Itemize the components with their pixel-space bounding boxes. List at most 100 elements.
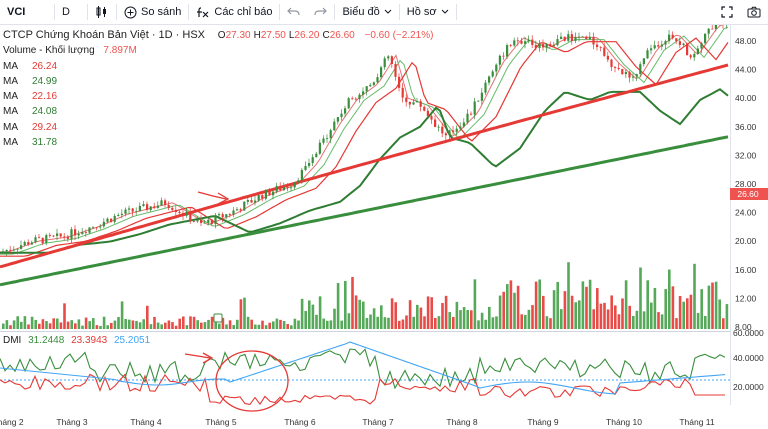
candle-body xyxy=(300,169,303,181)
symbol-button[interactable]: VCI xyxy=(0,0,54,24)
volume-bar xyxy=(376,316,379,329)
volume-bar xyxy=(599,303,603,329)
candle-body xyxy=(120,213,123,215)
candle-body xyxy=(700,43,703,49)
candle-body xyxy=(200,219,203,223)
volume-bar xyxy=(437,316,441,329)
candle-body xyxy=(423,106,426,111)
annotation-circle-dmi xyxy=(215,350,289,412)
volume-bar xyxy=(185,325,189,329)
candle-body xyxy=(437,126,440,128)
candle-body xyxy=(304,165,307,170)
ma-label: MA xyxy=(3,106,18,118)
volume-bar xyxy=(707,285,711,329)
candle-body xyxy=(261,195,264,199)
candle-body xyxy=(236,209,239,211)
volume-bar xyxy=(246,316,250,329)
candle-body xyxy=(20,245,23,249)
volume-value: 7.897M xyxy=(103,45,137,57)
volume-bar xyxy=(178,318,181,329)
volume-bar xyxy=(232,325,235,329)
candle-body xyxy=(545,43,548,48)
interval-label: D xyxy=(62,6,70,18)
volume-bar xyxy=(326,320,329,329)
candle-body xyxy=(329,130,332,139)
candle-body xyxy=(668,34,671,42)
volume-legend: Volume - Khối lượng 7.897M xyxy=(3,43,433,58)
ma-legend-row: MA 26.24 xyxy=(3,59,433,74)
dmi-label: DMI xyxy=(3,335,22,346)
volume-bar xyxy=(671,286,675,329)
volume-bar xyxy=(660,314,664,329)
fullscreen-icon xyxy=(721,6,733,18)
volume-bar xyxy=(340,320,343,329)
candle-body xyxy=(308,163,311,166)
volume-bar xyxy=(336,282,340,329)
candle-body xyxy=(275,186,278,192)
screenshot-button[interactable] xyxy=(740,0,768,24)
redo-button[interactable] xyxy=(307,0,334,24)
volume-bar xyxy=(624,280,628,329)
volume-bar xyxy=(189,316,192,329)
ohlc-key: L xyxy=(288,30,295,41)
candle-body xyxy=(405,97,408,102)
volume-bar xyxy=(95,325,99,329)
ma-label: MA xyxy=(3,121,18,133)
volume-bar xyxy=(570,295,574,329)
volume-bar xyxy=(531,305,534,329)
candle-body xyxy=(394,63,397,77)
candle-body xyxy=(34,237,37,243)
candle-body xyxy=(484,82,487,93)
volume-bar xyxy=(567,262,570,329)
volume-bar xyxy=(725,304,729,329)
month-label: Tháng 4 xyxy=(130,417,161,427)
undo-button[interactable] xyxy=(280,0,307,24)
chart-style-button[interactable] xyxy=(88,0,116,24)
indicators-button[interactable]: Các chỉ báo xyxy=(189,0,279,24)
volume-bar xyxy=(164,322,167,329)
volume-bar xyxy=(77,319,81,329)
volume-bar xyxy=(153,316,156,329)
candle-body xyxy=(617,67,620,70)
profile-button[interactable]: Hồ sơ xyxy=(400,0,456,24)
interval-button[interactable]: D xyxy=(55,0,87,24)
candle-body xyxy=(480,92,483,101)
volume-bar xyxy=(239,299,243,329)
fullscreen-button[interactable] xyxy=(714,0,740,24)
volume-bar xyxy=(52,318,55,329)
ma-line-mid xyxy=(0,37,729,257)
candle-body xyxy=(81,232,84,235)
volume-bar xyxy=(117,317,120,329)
annotation-arrow-price xyxy=(197,191,230,205)
ma-legend: MA 26.24 MA 24.99 MA 22.16 MA 24.08 MA 29.24 MA 31.… xyxy=(3,59,433,151)
compare-button[interactable]: So sánh xyxy=(117,0,188,24)
candle-body xyxy=(704,33,707,44)
volume-bar xyxy=(560,309,563,329)
candle-body xyxy=(16,248,19,250)
volume-bar xyxy=(210,316,214,329)
volume-bar xyxy=(549,318,552,329)
volume-bar xyxy=(228,320,232,329)
candle-body xyxy=(707,28,710,34)
candle-body xyxy=(38,237,41,239)
volume-bar xyxy=(99,325,102,329)
candle-body xyxy=(311,157,314,164)
chart-type-button[interactable]: Biểu đồ xyxy=(335,0,398,24)
price-chart[interactable]: 48.00 44.00 40.00 36.00 32.00 28.00 24.00 20.00… xyxy=(0,25,768,429)
candle-body xyxy=(498,55,501,65)
dmi-adx-line xyxy=(0,341,726,395)
candle-body xyxy=(92,227,95,229)
candle-body xyxy=(189,211,192,222)
candle-body xyxy=(581,36,584,38)
candle-body xyxy=(653,45,656,49)
chart-title-row: CTCP Chứng Khoán Bản Việt · 1D · HSX O27… xyxy=(3,28,433,43)
volume-bar xyxy=(520,314,523,329)
candle-body xyxy=(333,121,336,131)
volume-bar xyxy=(714,281,718,329)
volume-bar xyxy=(664,289,667,329)
ma-label: MA xyxy=(3,137,18,149)
ma-line-200 xyxy=(0,135,729,287)
candle-body xyxy=(138,205,141,212)
candle-body xyxy=(52,235,55,237)
divider xyxy=(188,4,190,20)
